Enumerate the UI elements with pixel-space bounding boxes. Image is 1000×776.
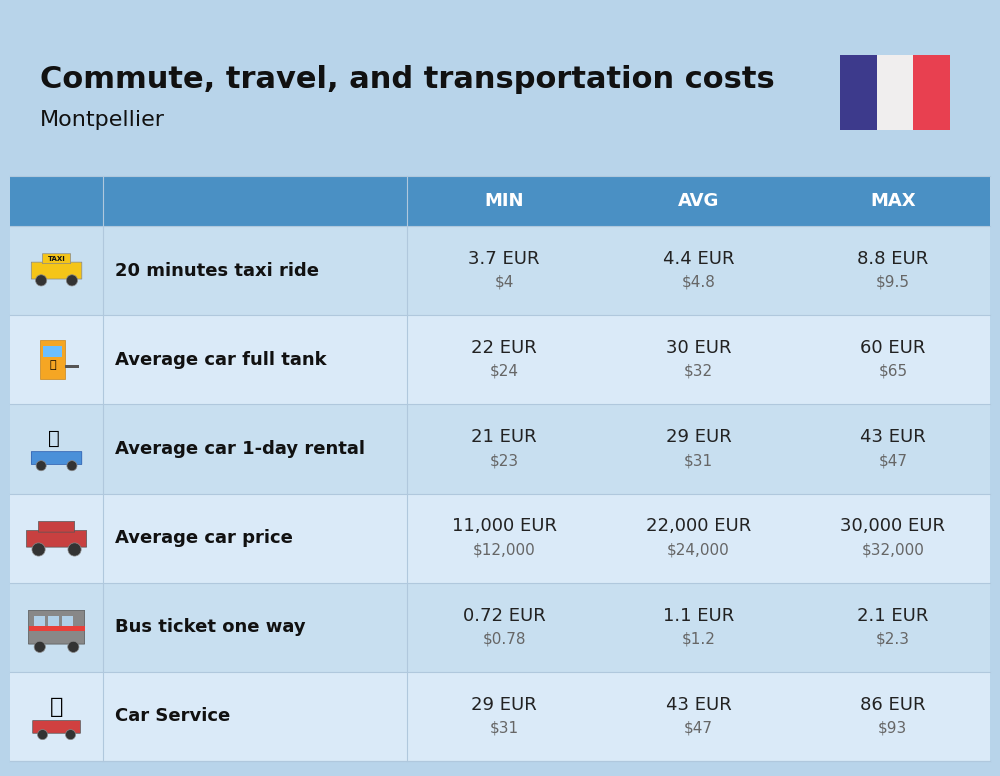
Text: $24,000: $24,000 [667,542,730,557]
Text: 2.1 EUR: 2.1 EUR [857,607,929,625]
Bar [10,226,990,315]
Text: $2.3: $2.3 [876,632,910,646]
Bar [10,494,990,583]
Circle shape [36,461,46,471]
Text: 20 minutes taxi ride: 20 minutes taxi ride [115,262,319,279]
FancyBboxPatch shape [48,616,59,626]
Text: $31: $31 [490,720,519,736]
Text: Car Service: Car Service [115,708,230,726]
Text: $47: $47 [684,720,713,736]
FancyBboxPatch shape [31,452,82,464]
Text: Commute, travel, and transportation costs: Commute, travel, and transportation cost… [40,65,775,94]
Text: Average car price: Average car price [115,529,293,547]
Text: 11,000 EUR: 11,000 EUR [452,518,557,535]
Text: 22 EUR: 22 EUR [471,339,537,357]
Text: 29 EUR: 29 EUR [471,696,537,714]
Text: AVG: AVG [678,192,719,210]
Circle shape [68,543,81,556]
FancyBboxPatch shape [40,340,65,379]
Text: TAXI: TAXI [48,256,65,262]
FancyBboxPatch shape [26,531,87,547]
Bar [10,315,990,404]
Bar [10,583,990,672]
Text: $4: $4 [494,275,514,289]
Text: $47: $47 [878,453,907,468]
Circle shape [66,275,78,286]
Text: $24: $24 [490,364,519,379]
Text: 22,000 EUR: 22,000 EUR [646,518,751,535]
Circle shape [38,729,48,740]
FancyBboxPatch shape [42,254,71,264]
Text: $0.78: $0.78 [482,632,526,646]
FancyBboxPatch shape [31,262,82,279]
Circle shape [66,729,76,740]
Text: 29 EUR: 29 EUR [666,428,731,446]
Bar [840,55,877,130]
Text: 43 EUR: 43 EUR [860,428,926,446]
FancyBboxPatch shape [43,346,62,357]
Text: $31: $31 [684,453,713,468]
Circle shape [67,461,77,471]
Text: 💧: 💧 [49,360,56,370]
Text: $9.5: $9.5 [876,275,910,289]
Text: $65: $65 [878,364,907,379]
Text: 86 EUR: 86 EUR [860,696,926,714]
Text: 1.1 EUR: 1.1 EUR [663,607,734,625]
Text: 3.7 EUR: 3.7 EUR [468,250,540,268]
Bar [877,55,913,130]
Text: MIN: MIN [484,192,524,210]
Bar [913,55,950,130]
Bar [10,672,990,761]
Text: $23: $23 [490,453,519,468]
Text: $1.2: $1.2 [682,632,715,646]
Circle shape [32,543,45,556]
Text: 🔑: 🔑 [48,429,60,448]
Text: 8.8 EUR: 8.8 EUR [857,250,928,268]
Text: Average car 1-day rental: Average car 1-day rental [115,440,365,458]
FancyBboxPatch shape [29,611,85,644]
Text: 4.4 EUR: 4.4 EUR [663,250,734,268]
FancyBboxPatch shape [34,616,45,626]
Text: 30 EUR: 30 EUR [666,339,731,357]
Text: 43 EUR: 43 EUR [666,696,731,714]
Text: 60 EUR: 60 EUR [860,339,926,357]
FancyBboxPatch shape [29,626,85,632]
Text: $93: $93 [878,720,907,736]
FancyBboxPatch shape [33,721,80,733]
Text: $12,000: $12,000 [473,542,535,557]
Circle shape [36,275,47,286]
Text: $4.8: $4.8 [682,275,715,289]
Text: Bus ticket one way: Bus ticket one way [115,618,306,636]
Circle shape [34,641,45,653]
Bar [10,404,990,494]
Text: 🔧: 🔧 [50,697,63,716]
Text: 21 EUR: 21 EUR [471,428,537,446]
Text: Montpellier: Montpellier [40,110,165,130]
Text: 30,000 EUR: 30,000 EUR [840,518,945,535]
Circle shape [68,641,79,653]
Text: $32: $32 [684,364,713,379]
Text: 0.72 EUR: 0.72 EUR [463,607,545,625]
Text: $32,000: $32,000 [861,542,924,557]
FancyBboxPatch shape [62,616,73,626]
FancyBboxPatch shape [38,521,75,532]
FancyBboxPatch shape [65,365,79,368]
Text: Average car full tank: Average car full tank [115,351,327,369]
Bar [10,176,990,226]
Text: MAX: MAX [870,192,916,210]
